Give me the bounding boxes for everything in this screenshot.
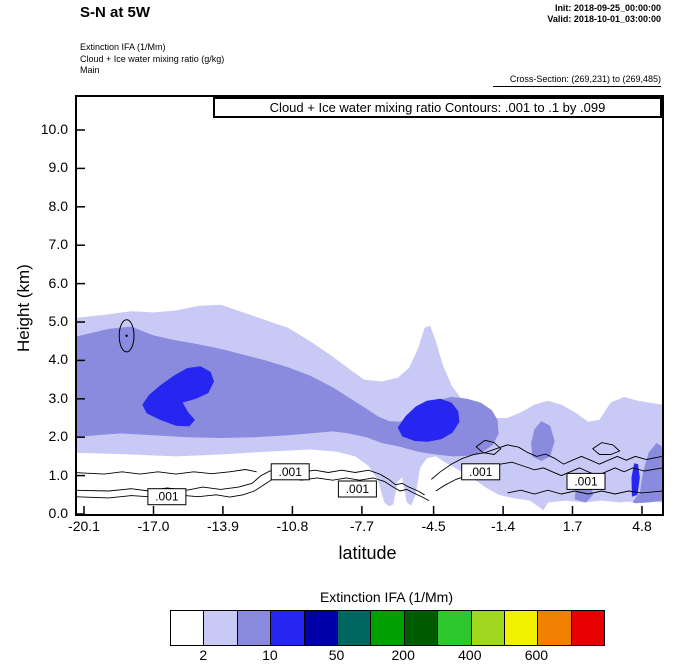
filled-contour-level-50 bbox=[631, 463, 640, 497]
y-tick-label: 3.0 bbox=[48, 389, 68, 406]
y-tick-label: 9.0 bbox=[48, 159, 68, 176]
contour-field-canvas: .001 .001 .001 .001 .001 bbox=[77, 129, 662, 514]
x-tick-label: -17.0 bbox=[137, 518, 170, 534]
filled-contour-level-50 bbox=[142, 366, 214, 427]
filled-contour-level-10 bbox=[531, 421, 555, 461]
cross-section-label: Cross-Section: (269,231) to (269,485) bbox=[493, 74, 661, 87]
x-tick-label: -4.5 bbox=[421, 518, 446, 534]
contour-label: .001 bbox=[279, 465, 303, 479]
contour-info-box: Cloud + Ice water mixing ratio Contours:… bbox=[213, 97, 662, 118]
y-tick-label: 2.0 bbox=[48, 428, 68, 445]
y-tick-label: 4.0 bbox=[48, 351, 68, 368]
contour-label-box bbox=[461, 463, 501, 481]
page-title: S-N at 5W bbox=[80, 4, 151, 21]
colorbar-cell bbox=[303, 611, 337, 645]
contour-label: .001 bbox=[469, 465, 493, 479]
colorbar-cell bbox=[570, 611, 605, 645]
colorbar-tick-label: 10 bbox=[262, 647, 278, 663]
contour-label: .001 bbox=[155, 490, 179, 504]
contour-line bbox=[591, 442, 621, 455]
init-time: Init: 2018-09-25_00:00:00 bbox=[554, 3, 661, 13]
colorbar-cell bbox=[270, 611, 304, 645]
field-line-extinction: Extinction IFA (1/Mm) bbox=[80, 42, 166, 52]
colorbar-cell bbox=[537, 611, 571, 645]
field-line-cloud-ice: Cloud + Ice water mixing ratio (g/kg) bbox=[80, 53, 225, 64]
contour-line bbox=[77, 469, 257, 475]
colorbar-title: Extinction IFA (1/Mm) bbox=[319, 589, 454, 605]
contour-line bbox=[507, 489, 662, 495]
plot-area: .001 .001 .001 .001 .001 Cloud + Ice water m… bbox=[75, 95, 664, 516]
x-tick-label: 1.7 bbox=[562, 518, 583, 534]
y-axis-title: Height (km) bbox=[14, 264, 33, 352]
colorbar-tick-label: 50 bbox=[328, 647, 345, 663]
colorbar-tick-label: 200 bbox=[391, 647, 415, 663]
colorbar-tick-label: 2 bbox=[199, 647, 208, 663]
contour-label-box bbox=[337, 480, 377, 498]
x-tick-label: -7.7 bbox=[349, 518, 374, 534]
colorbar bbox=[170, 610, 605, 646]
colorbar-cell bbox=[503, 611, 538, 645]
filled-contour-level-50 bbox=[397, 398, 460, 442]
x-tick-label: -13.9 bbox=[206, 518, 239, 534]
contour-label-box bbox=[566, 472, 606, 490]
x-axis-title: latitude bbox=[338, 543, 397, 563]
y-tick-label: 6.0 bbox=[48, 274, 68, 291]
x-tick-label: -1.4 bbox=[490, 518, 516, 534]
y-tick-label: 5.0 bbox=[48, 313, 68, 329]
colorbar-cell bbox=[171, 611, 204, 645]
colorbar-cell bbox=[203, 611, 237, 645]
contour-label: .001 bbox=[574, 474, 598, 488]
y-tick-label: 1.0 bbox=[48, 466, 68, 483]
colorbar-cell bbox=[336, 611, 371, 645]
colorbar-cell bbox=[437, 611, 471, 645]
colorbar-tick-label: 600 bbox=[524, 647, 549, 663]
contour-label-box bbox=[147, 488, 187, 506]
colorbar-tick-label: 400 bbox=[458, 647, 482, 663]
valid-time: Valid: 2018-10-01_03:00:00 bbox=[547, 14, 661, 25]
contour-label-box bbox=[270, 463, 310, 481]
contour-line bbox=[475, 439, 502, 455]
colorbar-cell bbox=[403, 611, 438, 645]
field-line-domain: Main bbox=[80, 65, 100, 76]
y-tick-label: 10.0 bbox=[40, 121, 68, 137]
init-valid-block: Init: 2018-09-25_00:00:00 Valid: 2018-10… bbox=[547, 3, 661, 26]
y-tick-label: 7.0 bbox=[48, 236, 68, 253]
x-tick-label: -20.1 bbox=[68, 518, 100, 534]
x-tick-label: -10.8 bbox=[276, 518, 309, 534]
contour-label: .001 bbox=[346, 482, 370, 496]
y-tick-label: 0.0 bbox=[48, 505, 68, 521]
closed-contour-oval bbox=[118, 319, 135, 353]
colorbar-cell bbox=[236, 611, 271, 645]
contour-line bbox=[431, 444, 662, 480]
x-tick-label: 4.8 bbox=[632, 518, 652, 534]
colorbar-cell bbox=[470, 611, 504, 645]
field-description: Extinction IFA (1/Mm) Cloud + Ice water … bbox=[80, 42, 224, 77]
contour-extremum-dot bbox=[125, 334, 128, 337]
colorbar-cell bbox=[370, 611, 404, 645]
y-tick-label: 8.0 bbox=[48, 197, 68, 214]
